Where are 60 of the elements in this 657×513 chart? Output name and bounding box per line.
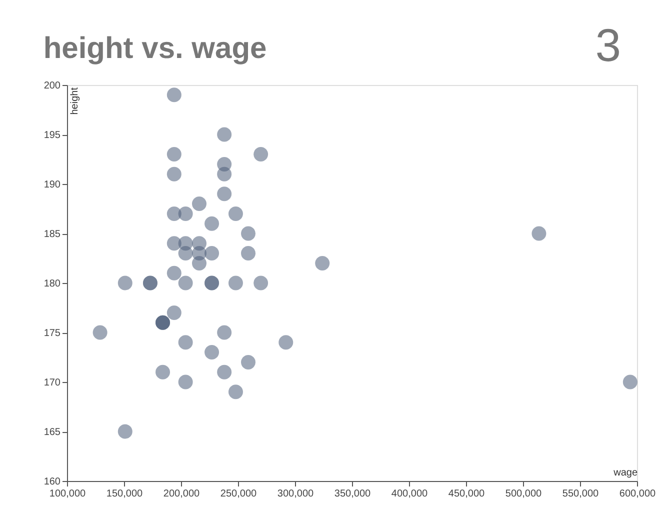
point <box>192 256 206 270</box>
point <box>217 127 232 142</box>
point <box>254 276 268 290</box>
point <box>217 166 232 182</box>
point <box>178 276 193 290</box>
point <box>178 246 193 261</box>
point <box>241 246 256 261</box>
y-tick-label: 190 <box>44 180 61 190</box>
point <box>217 325 232 340</box>
point <box>204 246 220 261</box>
y-tick-label: 200 <box>44 80 61 92</box>
y-axis-title: height <box>70 87 80 115</box>
text: 3 <box>595 19 621 71</box>
point <box>622 374 638 390</box>
x-tick-label: 550,000 <box>562 488 600 500</box>
x-tick-label: 600,000 <box>619 488 656 500</box>
point <box>166 305 182 320</box>
point <box>166 266 182 280</box>
y-tick-label: 170 <box>44 378 61 388</box>
y-tick-label: 180 <box>44 278 61 290</box>
point <box>228 206 243 221</box>
point <box>241 226 256 241</box>
y-tick-label: 165 <box>44 427 61 438</box>
y-tick-label: 195 <box>44 130 61 141</box>
point <box>178 335 193 350</box>
point <box>178 374 193 390</box>
point <box>192 196 206 212</box>
y-tick-label: 160 <box>44 476 61 488</box>
x-tick-label: 400,000 <box>391 488 428 500</box>
point <box>204 216 220 231</box>
point <box>178 206 193 221</box>
point <box>217 186 232 202</box>
point <box>118 276 132 290</box>
point <box>217 364 232 380</box>
point <box>166 166 182 182</box>
point <box>204 345 220 360</box>
y-tick-label: 185 <box>44 229 61 240</box>
point <box>254 147 268 162</box>
point <box>166 88 182 102</box>
x-tick-label: 300,000 <box>277 488 314 500</box>
point <box>156 364 170 380</box>
point <box>118 424 132 439</box>
point <box>315 256 330 270</box>
point <box>278 335 294 350</box>
x-tick-label: 250,000 <box>220 488 258 500</box>
x-tick-label: 200,000 <box>163 488 200 500</box>
point <box>241 354 256 370</box>
x-axis-title: wage <box>612 468 638 478</box>
y-tick-label: 175 <box>44 328 61 339</box>
x-tick-label: 350,000 <box>334 488 372 500</box>
point <box>228 384 243 400</box>
point <box>532 226 546 241</box>
point <box>92 325 108 340</box>
x-tick-label: 150,000 <box>106 488 144 500</box>
point <box>228 276 243 290</box>
x-tick-label: 500,000 <box>505 488 542 500</box>
chart-title: height vs. wage <box>43 32 267 65</box>
point <box>166 147 182 162</box>
x-tick-label: 100,000 <box>49 488 86 500</box>
x-tick-label: 450,000 <box>448 488 486 500</box>
